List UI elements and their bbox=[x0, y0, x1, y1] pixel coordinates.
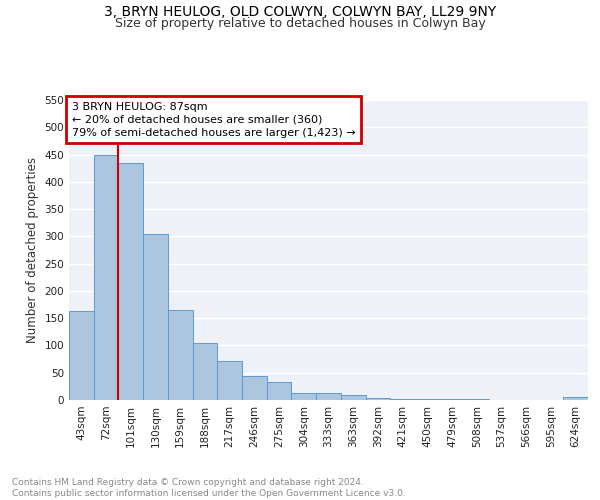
Text: Contains HM Land Registry data © Crown copyright and database right 2024.
Contai: Contains HM Land Registry data © Crown c… bbox=[12, 478, 406, 498]
Bar bbox=[316, 394, 341, 400]
Bar bbox=[94, 154, 118, 400]
Bar bbox=[390, 399, 415, 400]
Bar bbox=[267, 382, 292, 400]
Bar bbox=[193, 342, 217, 400]
Bar bbox=[242, 376, 267, 400]
Bar bbox=[365, 398, 390, 400]
Text: 3 BRYN HEULOG: 87sqm
← 20% of detached houses are smaller (360)
79% of semi-deta: 3 BRYN HEULOG: 87sqm ← 20% of detached h… bbox=[71, 102, 355, 138]
Bar bbox=[341, 395, 365, 400]
Text: Size of property relative to detached houses in Colwyn Bay: Size of property relative to detached ho… bbox=[115, 18, 485, 30]
Bar bbox=[118, 162, 143, 400]
Text: 3, BRYN HEULOG, OLD COLWYN, COLWYN BAY, LL29 9NY: 3, BRYN HEULOG, OLD COLWYN, COLWYN BAY, … bbox=[104, 5, 496, 19]
Bar bbox=[168, 310, 193, 400]
Bar bbox=[292, 394, 316, 400]
Bar bbox=[563, 398, 588, 400]
Bar bbox=[69, 311, 94, 400]
Y-axis label: Number of detached properties: Number of detached properties bbox=[26, 157, 39, 343]
Bar bbox=[217, 360, 242, 400]
Bar bbox=[143, 234, 168, 400]
